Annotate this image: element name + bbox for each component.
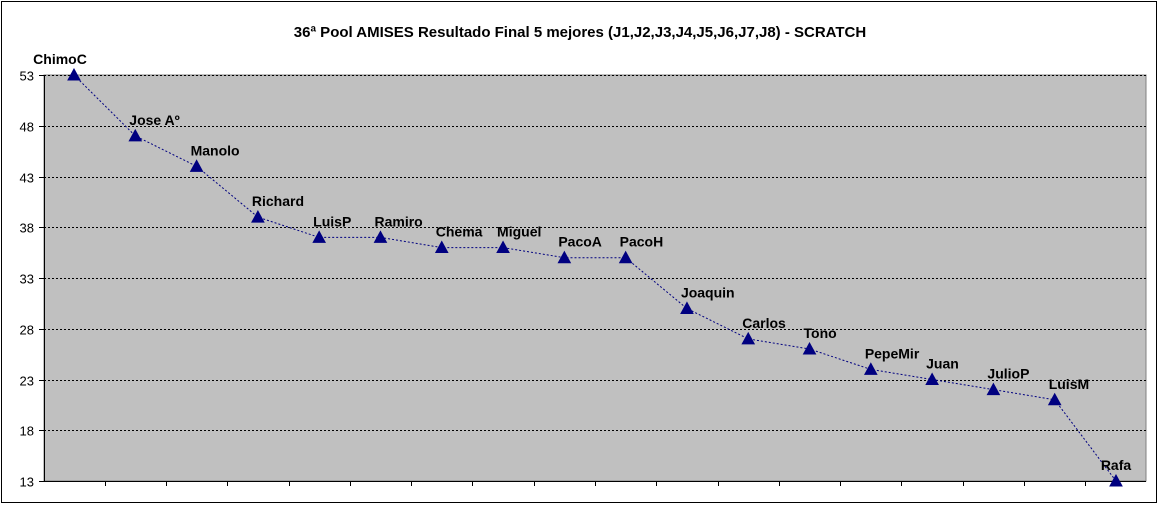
y-tick-label: 23	[20, 374, 34, 389]
data-label: PepeMir	[865, 345, 920, 361]
data-label: Tono	[804, 325, 837, 341]
data-point-marker	[741, 331, 756, 345]
y-axis: 13 18 23 28 33 38 43 48 53	[20, 69, 45, 490]
data-label: Richard	[252, 193, 304, 209]
y-tick-label: 48	[20, 120, 34, 135]
plot-area	[43, 74, 1147, 482]
x-axis	[44, 481, 1146, 486]
data-label: LuisM	[1049, 376, 1089, 392]
data-point-marker	[189, 159, 204, 172]
data-label: Rafa	[1101, 457, 1132, 473]
data-label: Jose Aº	[129, 112, 180, 128]
data-point-marker	[1047, 392, 1062, 406]
y-tick-label: 18	[20, 424, 34, 439]
data-point-marker	[802, 342, 817, 355]
data-label: LuisP	[313, 213, 351, 229]
data-point-marker	[1109, 473, 1123, 487]
data-label: JulioP	[987, 366, 1029, 382]
data-label: Chema	[436, 224, 483, 240]
y-tick-label: 53	[20, 69, 34, 84]
data-point-marker	[557, 250, 572, 264]
data-point-marker	[863, 362, 878, 375]
data-point-marker	[67, 67, 81, 81]
y-tick-label: 38	[20, 221, 34, 236]
data-point-marker	[251, 210, 265, 223]
data-point-marker	[128, 128, 143, 142]
y-tick-label: 13	[20, 475, 34, 490]
data-label: Manolo	[191, 142, 240, 158]
data-point-marker	[312, 230, 327, 243]
data-label: ChimoC	[33, 51, 87, 67]
y-tick-label: 43	[20, 171, 34, 186]
series-line	[73, 74, 1117, 482]
data-label: Joaquin	[681, 284, 735, 300]
data-point-marker	[925, 372, 939, 385]
data-markers	[67, 67, 1123, 487]
data-label: Miguel	[497, 224, 541, 240]
data-point-marker	[373, 230, 388, 243]
y-tick-label: 33	[20, 272, 34, 287]
data-point-marker	[496, 240, 510, 254]
data-point-marker	[618, 250, 633, 264]
data-label: Juan	[926, 356, 959, 372]
data-label: PacoH	[620, 234, 664, 250]
data-point-marker	[434, 240, 449, 254]
y-tick-label: 28	[20, 323, 34, 338]
data-label: Ramiro	[374, 213, 422, 229]
data-labels: ChimoC Jose Aº Manolo Richard LuisP Ramiro Che…	[33, 51, 1131, 473]
data-point-marker	[986, 382, 1001, 396]
data-label: Carlos	[742, 315, 786, 331]
chart-title: 36ª Pool AMISES Resultado Final 5 mejore…	[293, 24, 867, 41]
data-label: PacoA	[558, 234, 602, 250]
data-point-marker	[680, 301, 694, 314]
